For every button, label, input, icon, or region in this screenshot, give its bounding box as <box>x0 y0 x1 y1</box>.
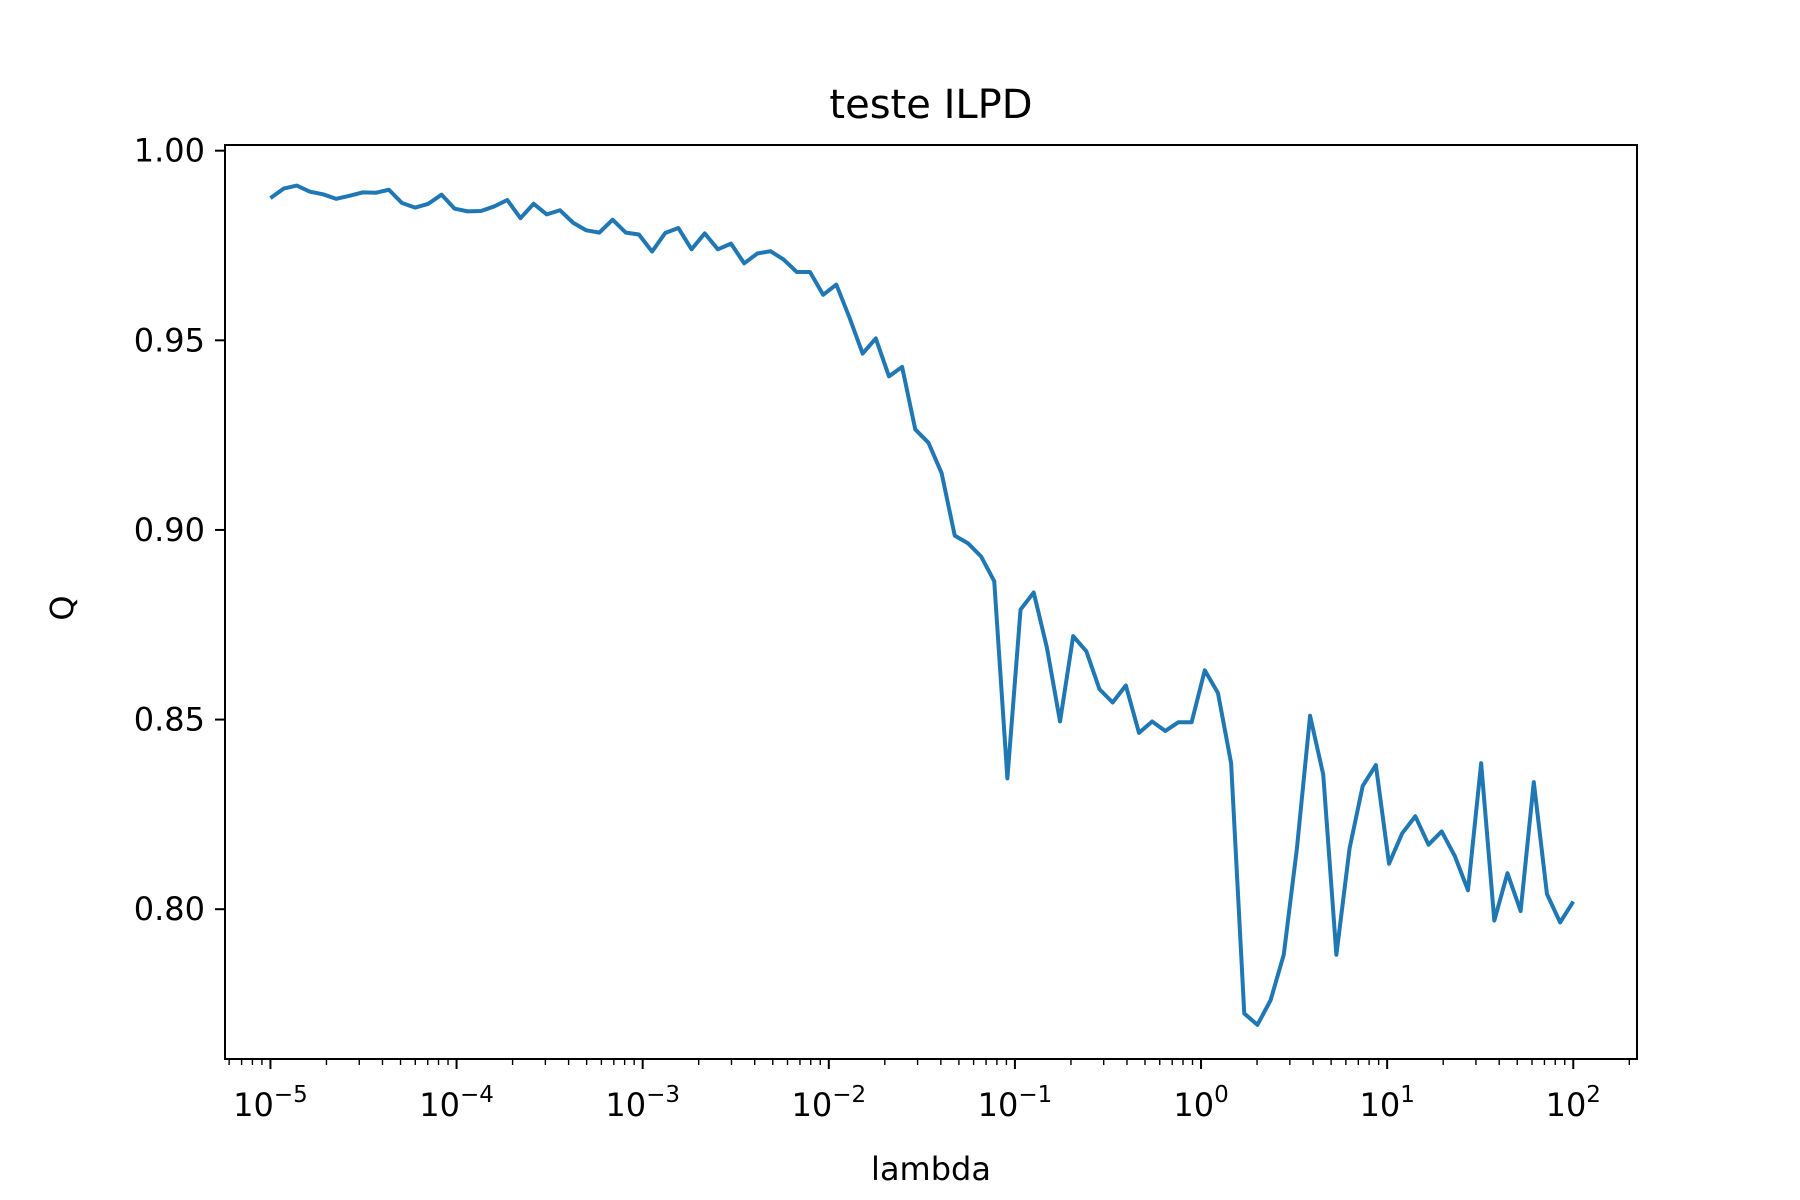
x-tick-label-3: 10−2 <box>791 1082 866 1124</box>
y-tick-label-0: 0.80 <box>134 890 205 928</box>
x-tick-label-7: 102 <box>1546 1082 1601 1124</box>
x-tick-label-2: 10−3 <box>605 1082 680 1124</box>
plot-frame <box>224 144 1638 1060</box>
x-axis: 10−5 10−4 10−3 10−2 10−1 100 101 102 <box>228 1059 1630 1124</box>
x-tick-label-1: 10−4 <box>419 1082 494 1124</box>
y-tick-label-2: 0.90 <box>134 511 205 549</box>
x-tick-label-0: 10−5 <box>233 1082 308 1124</box>
x-axis-label: lambda <box>871 1150 991 1188</box>
plot-area <box>224 144 1638 1060</box>
series-line <box>269 183 1575 1027</box>
x-tick-label-4: 10−1 <box>978 1082 1053 1124</box>
y-tick-label-3: 0.95 <box>134 321 205 359</box>
y-axis: 0.80 0.85 0.90 0.95 1.00 <box>134 132 225 928</box>
plot-background <box>225 145 1637 1059</box>
x-tick-label-5: 100 <box>1173 1082 1228 1124</box>
y-tick-label-4: 1.00 <box>134 132 205 170</box>
x-tick-label-6: 101 <box>1359 1082 1414 1124</box>
chart-title: teste ILPD <box>829 82 1032 128</box>
y-axis-label: Q <box>43 595 81 620</box>
y-tick-label-1: 0.85 <box>134 701 205 739</box>
